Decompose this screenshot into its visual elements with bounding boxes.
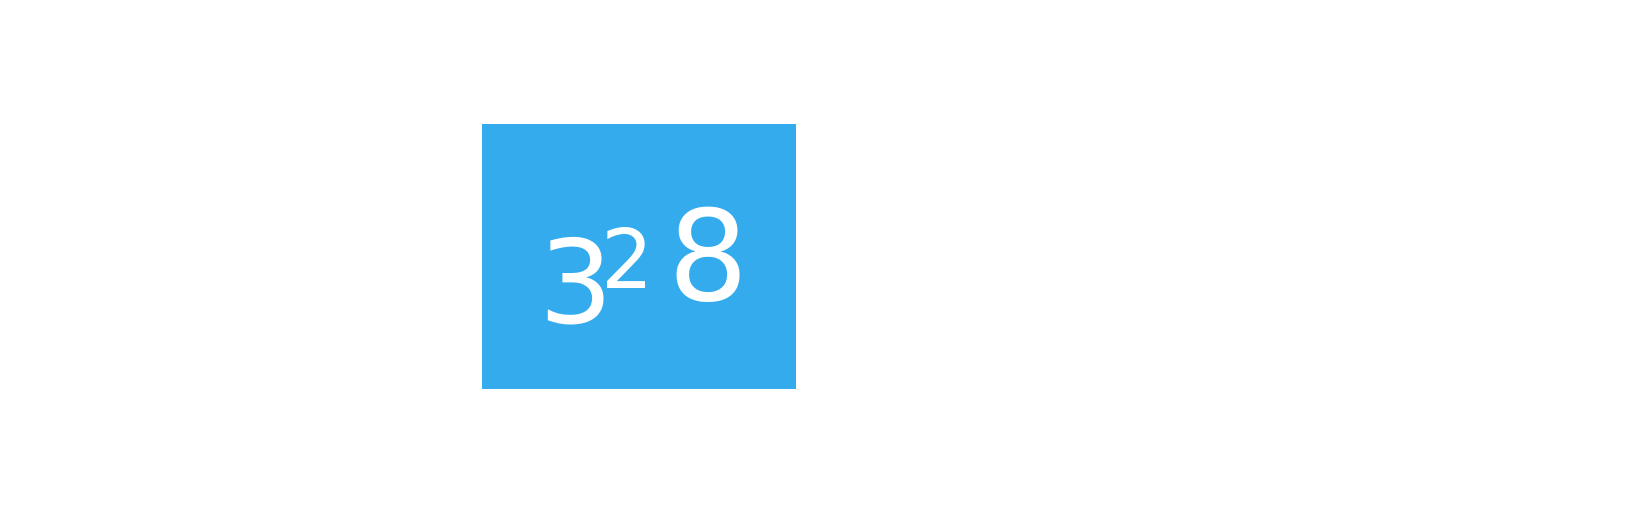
digit-three: 3 [539,216,613,351]
number-tile: 3 2 8 [482,124,796,389]
digit-eight: 8 [668,183,749,330]
digit-two: 2 [601,213,654,308]
